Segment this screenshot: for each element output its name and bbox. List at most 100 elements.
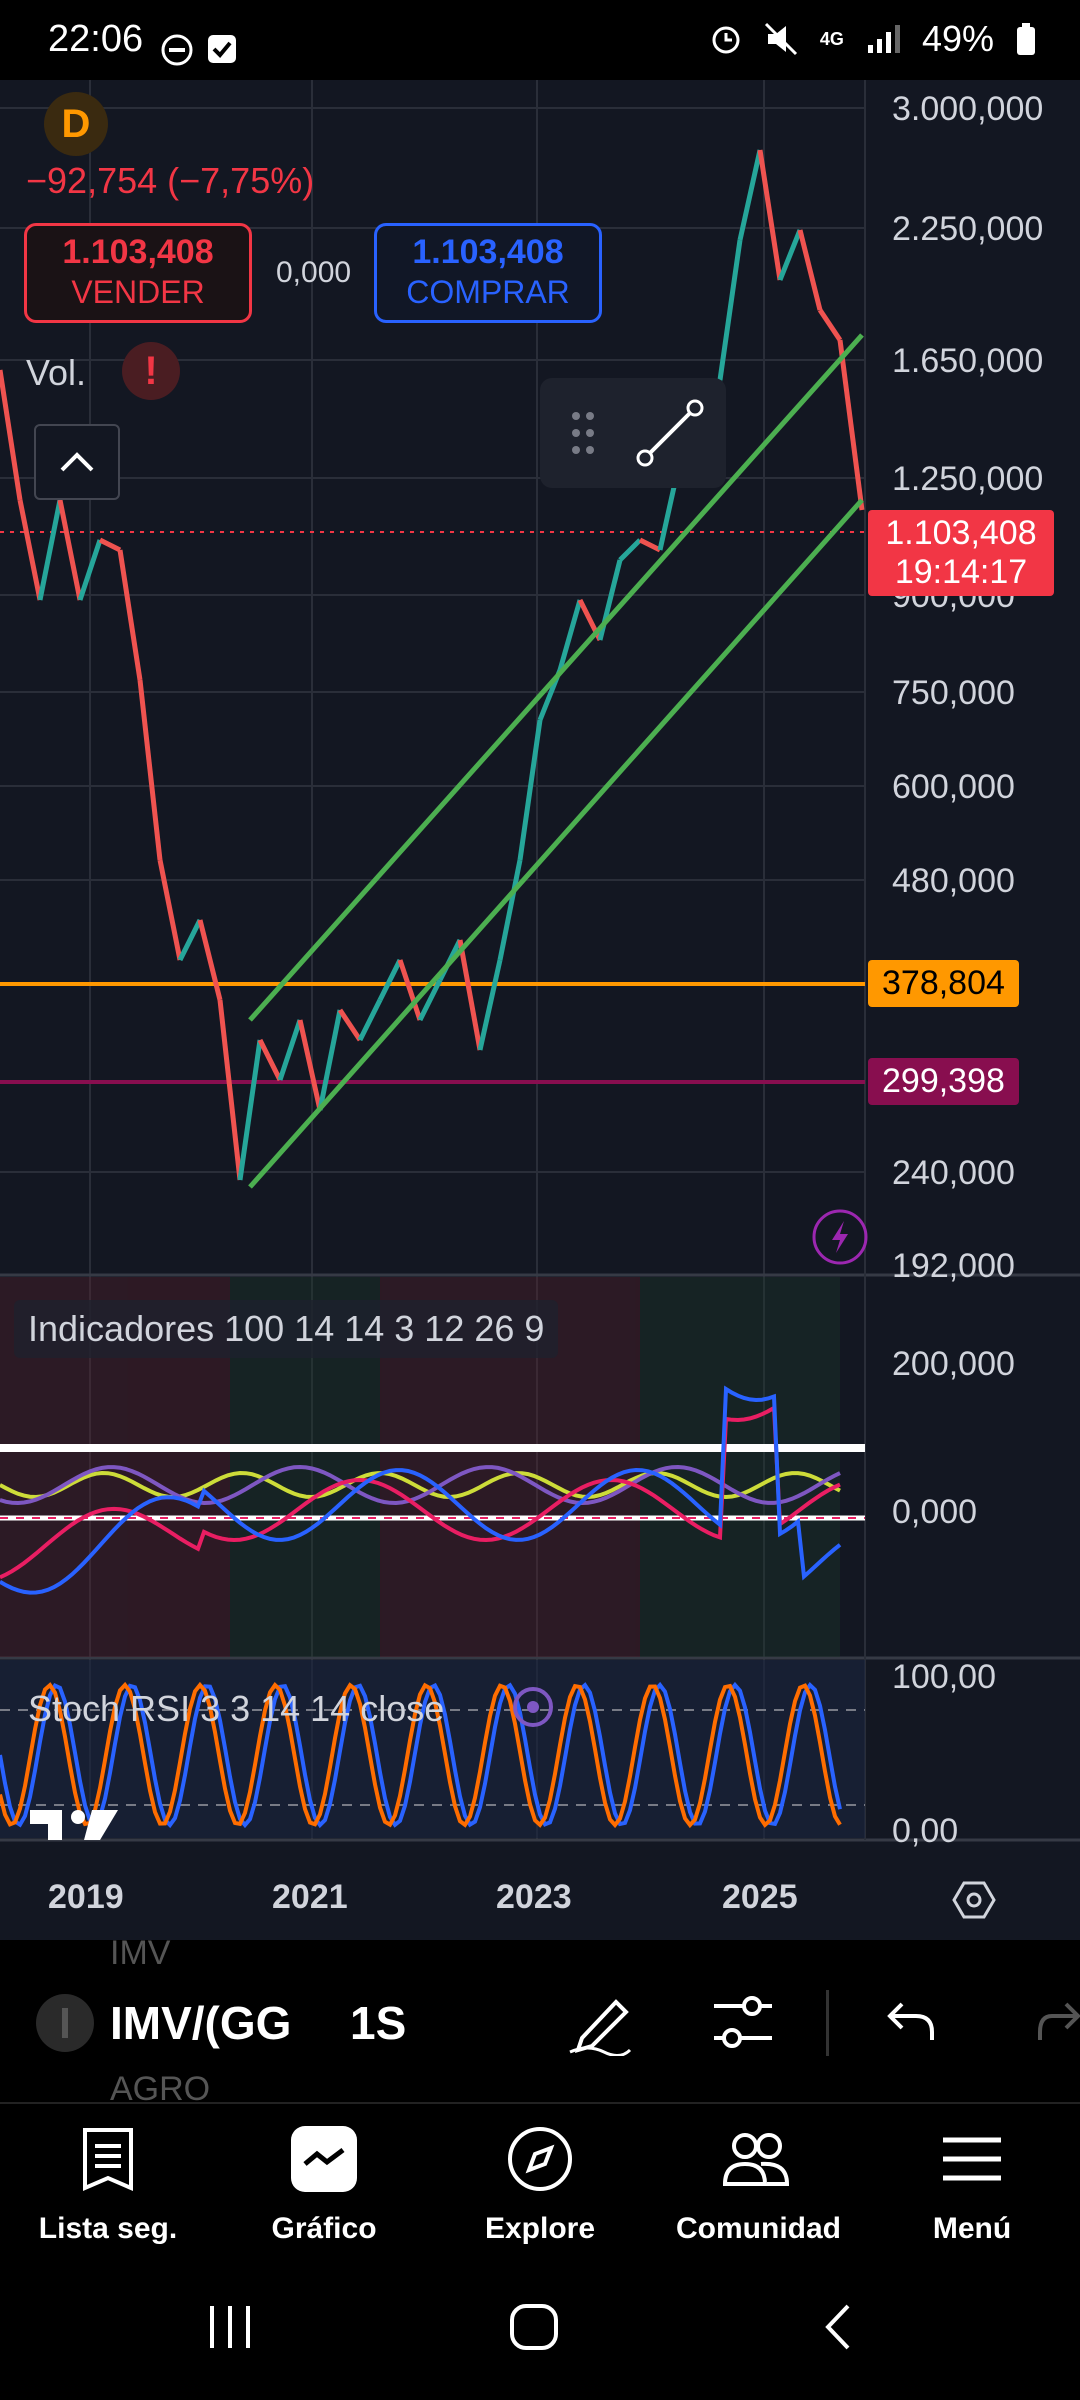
price-segment bbox=[217, 999, 243, 1181]
indicator-series bbox=[0, 1385, 842, 1595]
community-icon bbox=[722, 2133, 790, 2186]
volume-label[interactable]: Vol. bbox=[26, 352, 87, 393]
chevron-up-icon bbox=[60, 452, 94, 472]
price-segment bbox=[277, 1019, 303, 1081]
buy-label: COMPRAR bbox=[406, 274, 570, 310]
compass-icon bbox=[508, 2127, 572, 2191]
channel-lower-line[interactable] bbox=[248, 498, 864, 1189]
indicator-line bbox=[0, 1470, 841, 1500]
network-label: 4G bbox=[819, 29, 844, 49]
nav-watchlist[interactable]: Lista seg. bbox=[28, 2124, 188, 2246]
level-purple-tag[interactable]: 299,398 bbox=[868, 1058, 1019, 1105]
status-right: 4G 49% bbox=[710, 18, 1036, 60]
stoch-axis-label: 100,00 bbox=[892, 1658, 996, 1696]
warning-icon[interactable]: ! bbox=[122, 342, 180, 400]
price-segment bbox=[817, 308, 843, 342]
price-segment bbox=[0, 369, 23, 501]
battery-label: 49% bbox=[921, 18, 994, 59]
symbol-search[interactable]: IMV/(GG bbox=[110, 1997, 292, 2049]
price-segment bbox=[237, 1039, 263, 1181]
nav-community[interactable]: Comunidad bbox=[676, 2124, 841, 2246]
price-segment bbox=[517, 719, 543, 861]
price-axis-label: 3.000,000 bbox=[892, 90, 1043, 128]
nav-label: Menú bbox=[932, 2212, 1012, 2245]
lightning-icon[interactable] bbox=[812, 1209, 868, 1265]
symbol-prev: IMV bbox=[110, 1934, 171, 1972]
collapse-button[interactable] bbox=[34, 424, 120, 500]
nav-explore[interactable]: Explore bbox=[460, 2124, 620, 2246]
indicator-line bbox=[0, 1404, 841, 1580]
channel-upper-line[interactable] bbox=[248, 333, 864, 1022]
price-segment bbox=[397, 959, 423, 1021]
price-segment bbox=[477, 959, 503, 1051]
alarm-icon bbox=[712, 26, 740, 54]
chart-area[interactable]: 3.000,000 2.250,000 1.650,000 1.250,000 900,… bbox=[0, 80, 1080, 1940]
recent-apps-icon[interactable] bbox=[206, 2302, 258, 2352]
price-segment bbox=[317, 1009, 343, 1111]
back-icon[interactable] bbox=[818, 2302, 858, 2352]
symbol-next: AGRO bbox=[110, 2070, 211, 2108]
sell-price: 1.103,408 bbox=[62, 233, 214, 271]
pencil-icon[interactable] bbox=[568, 1988, 632, 2056]
price-segment bbox=[417, 978, 443, 1022]
menu-icon bbox=[943, 2137, 1001, 2181]
price-axis-label: 600,000 bbox=[892, 768, 1015, 806]
sell-button[interactable]: 1.103,408 VENDER bbox=[24, 223, 252, 323]
price-segment bbox=[177, 918, 203, 962]
stoch-line bbox=[0, 1681, 842, 1829]
drawing-float-toolbar[interactable] bbox=[540, 378, 726, 488]
settings-hex-icon[interactable] bbox=[952, 1881, 996, 1919]
toolbar-divider bbox=[826, 1990, 829, 2056]
time-axis-label: 2025 bbox=[722, 1878, 798, 1916]
price-segment bbox=[497, 859, 523, 961]
indicator-axis-label: 200,000 bbox=[892, 1345, 1015, 1383]
buy-price: 1.103,408 bbox=[412, 233, 564, 271]
nav-chart[interactable]: Gráfico bbox=[244, 2124, 404, 2246]
price-segment bbox=[117, 549, 143, 681]
countdown-value: 19:14:17 bbox=[894, 553, 1028, 591]
home-icon[interactable] bbox=[508, 2302, 560, 2352]
nav-menu[interactable]: Menú bbox=[892, 2124, 1052, 2246]
stoch-pane-title[interactable]: Stoch RSI 3 3 14 14 close bbox=[28, 1688, 445, 1729]
system-nav-bar bbox=[0, 2272, 1080, 2400]
dnd-icon bbox=[161, 34, 193, 66]
buy-button[interactable]: 1.103,408 COMPRAR bbox=[374, 223, 602, 323]
price-segment bbox=[737, 149, 763, 241]
level-orange-tag[interactable]: 378,804 bbox=[868, 960, 1019, 1007]
price-segment bbox=[717, 239, 743, 381]
price-segment bbox=[457, 939, 483, 1051]
mute-icon bbox=[764, 22, 797, 56]
bottom-nav: Lista seg. Gráfico Explore Comunidad Men… bbox=[0, 2102, 1080, 2274]
drag-handle-icon[interactable] bbox=[572, 412, 594, 454]
price-segment bbox=[98, 537, 122, 553]
signal-icon bbox=[867, 25, 900, 53]
undo-icon[interactable] bbox=[886, 1998, 936, 2046]
price-segment bbox=[638, 537, 662, 553]
cursor-icon[interactable] bbox=[513, 1687, 553, 1727]
symbol-toolbar: IMV AGRO IMV/(GG 1S bbox=[0, 1934, 1080, 2108]
status-bar: 22:06 4G 49% bbox=[0, 0, 1080, 80]
price-segment bbox=[777, 229, 803, 281]
indicator-axis-label: 0,000 bbox=[892, 1493, 977, 1531]
stoch-series bbox=[0, 1681, 842, 1829]
price-segment bbox=[37, 499, 63, 601]
price-segment bbox=[17, 499, 43, 601]
price-axis-label: 1.250,000 bbox=[892, 460, 1043, 498]
price-segment bbox=[257, 1038, 283, 1082]
price-change: −92,754 (−7,75%) bbox=[26, 160, 315, 201]
indicator-pane-title[interactable]: Indicadores 100 14 14 3 12 26 9 bbox=[14, 1300, 559, 1358]
sell-label: VENDER bbox=[71, 274, 205, 310]
price-axis[interactable]: 3.000,0002.250,0001.650,0001.250,000900,… bbox=[892, 90, 1043, 1285]
price-segment bbox=[197, 919, 223, 1001]
price-segment bbox=[377, 958, 403, 1002]
symbol-logo[interactable]: D bbox=[44, 92, 108, 156]
indicators-icon[interactable] bbox=[710, 1992, 776, 2052]
redo-icon[interactable] bbox=[1036, 1998, 1080, 2046]
price-segment bbox=[357, 998, 383, 1042]
price-segment bbox=[57, 499, 83, 601]
trendline-tool-icon[interactable] bbox=[636, 399, 704, 467]
interval-button[interactable]: 1S bbox=[350, 1997, 407, 2049]
price-segment bbox=[157, 859, 183, 961]
symbol-avatar[interactable] bbox=[36, 1994, 94, 2052]
nav-label: Explore bbox=[484, 2212, 596, 2245]
